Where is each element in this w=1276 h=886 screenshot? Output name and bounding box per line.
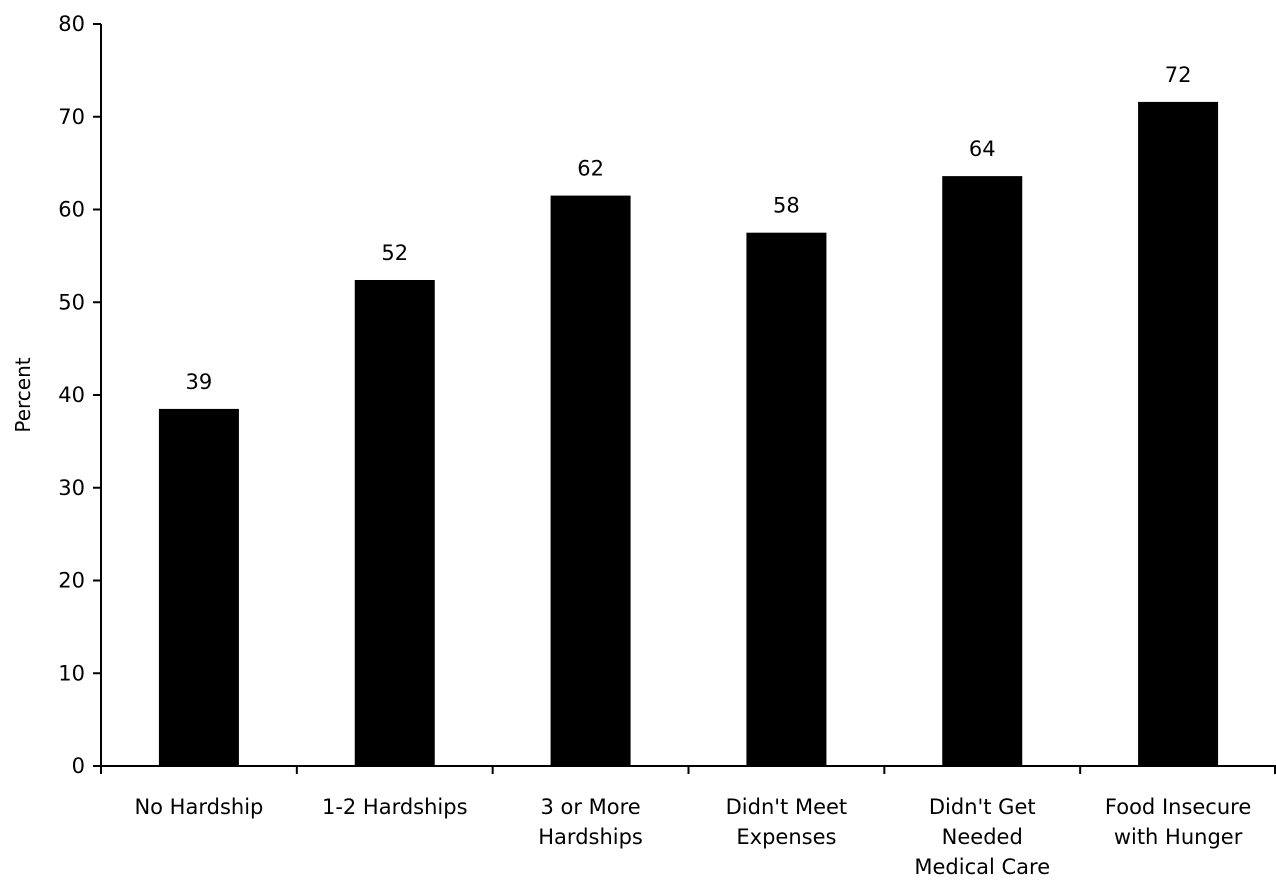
x-tick-label: No Hardship: [134, 795, 263, 819]
data-label: 62: [577, 157, 604, 181]
y-tick-label: 30: [58, 476, 85, 500]
bars-group: [158, 101, 1219, 767]
x-tick-label-line: Hardships: [538, 825, 643, 849]
x-axis: No Hardship 1-2 Hardships 3 or More Hardshi…: [100, 765, 1276, 879]
x-tick-label: 1-2 Hardships: [322, 795, 468, 819]
bar: [354, 279, 435, 766]
x-tick-label: Food Insecure with Hunger: [1105, 795, 1251, 849]
x-tick-label-line: 1-2 Hardships: [322, 795, 468, 819]
bar: [550, 195, 631, 766]
x-tick-label: 3 or More Hardships: [538, 795, 643, 849]
bar: [1138, 101, 1219, 766]
y-tick-label: 50: [58, 290, 85, 314]
data-label: 72: [1165, 63, 1192, 87]
data-label: 64: [969, 137, 996, 161]
bar: [746, 232, 827, 766]
y-tick-label: 80: [58, 12, 85, 36]
y-tick-label: 40: [58, 383, 85, 407]
y-axis-title: Percent: [11, 357, 35, 432]
y-tick-label: 0: [72, 754, 85, 778]
data-label: 58: [773, 194, 800, 218]
x-tick-label-line: No Hardship: [134, 795, 263, 819]
x-tick-label-line: Needed: [942, 825, 1023, 849]
x-tick-label-line: Didn't Meet: [726, 795, 848, 819]
x-tick-label: Didn't Meet Expenses: [726, 795, 848, 849]
y-tick-label: 70: [58, 105, 85, 129]
x-tick-label-line: Medical Care: [914, 855, 1050, 879]
y-tick-label: 60: [58, 198, 85, 222]
data-label: 52: [381, 241, 408, 265]
x-tick-label: Didn't Get Needed Medical Care: [914, 795, 1050, 879]
y-axis: 0 10 20 30 40 50 60 70 80: [58, 12, 102, 778]
x-tick-label-line: with Hunger: [1114, 825, 1243, 849]
y-tick-label: 10: [58, 661, 85, 685]
x-tick-label-line: Expenses: [736, 825, 836, 849]
bar: [158, 408, 239, 766]
x-tick-label-line: Food Insecure: [1105, 795, 1251, 819]
x-tick-label-line: 3 or More: [540, 795, 640, 819]
y-tick-label: 20: [58, 569, 85, 593]
x-tick-label-line: Didn't Get: [929, 795, 1036, 819]
data-labels-group: 39 52 62 58 64 72: [186, 63, 1192, 394]
bar: [942, 176, 1023, 767]
data-label: 39: [186, 370, 213, 394]
